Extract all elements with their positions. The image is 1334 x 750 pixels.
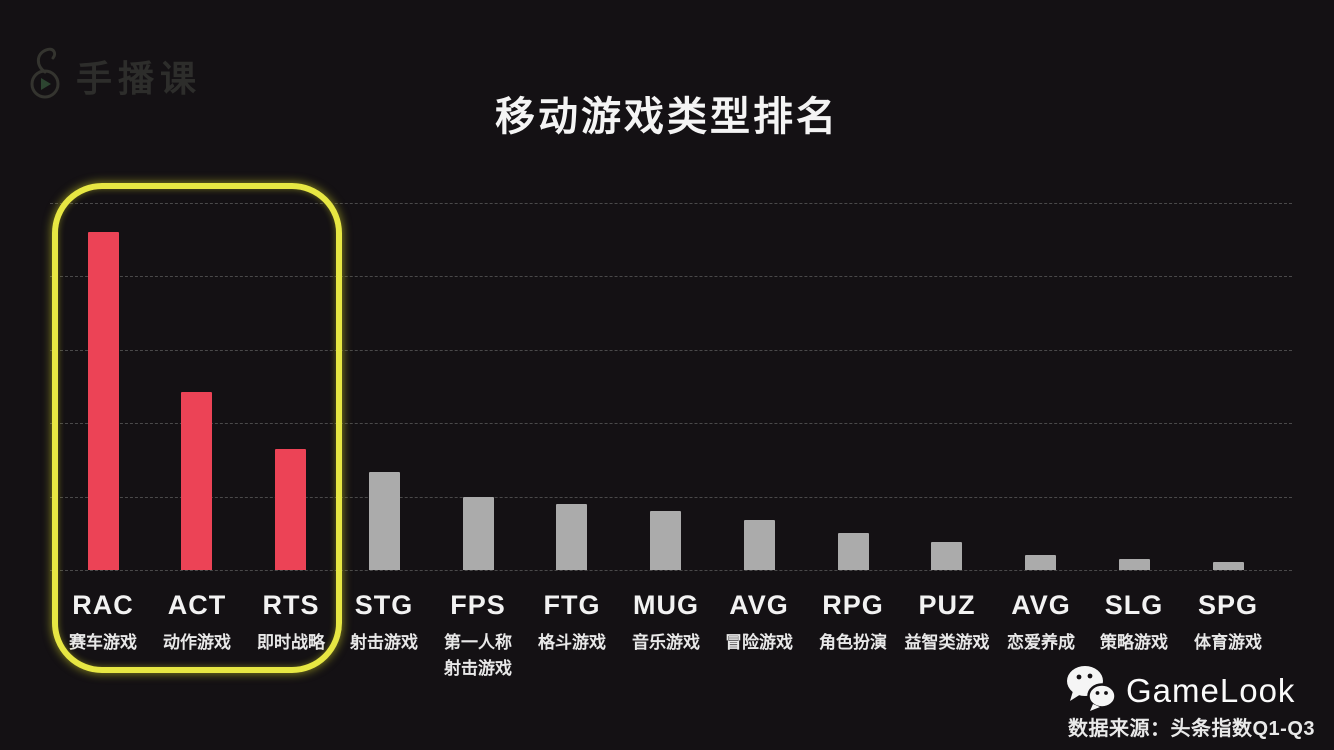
category-code-label: STG [354,590,414,620]
bar-rpg-8 [838,533,869,570]
category-code-label: RAC [72,590,134,620]
category-cn-label: 冒险游戏 [725,633,793,652]
bar-mug-6 [650,511,681,570]
category-cn-label: 益智类游戏 [904,633,990,652]
category-code-label: AVG [729,590,789,620]
category-code-label: ACT [167,590,227,620]
category-cn-label: 即时战略 [257,633,325,652]
category-cn-label: 第一人称 射击游戏 [444,633,512,678]
category-cn-label: 策略游戏 [1100,633,1168,652]
bar-ftg-5 [556,504,587,570]
bar-rac-0 [88,232,119,570]
category-cn-label: 音乐游戏 [632,633,700,652]
bar-slg-11 [1119,559,1150,570]
gridline [50,570,1292,571]
watermark: 手播课 [26,44,202,107]
category-code-label: PUZ [918,590,976,620]
watermark-label: 手播课 [76,57,203,99]
category-code-label: RPG [822,590,884,620]
bar-fps-4 [463,497,494,570]
bar-avg-7 [744,520,775,570]
gridline [50,423,1292,425]
category-code-label: RTS [262,590,320,620]
bar-spg-12 [1213,562,1244,570]
bar-puz-9 [931,542,962,570]
note-play-icon [26,44,66,107]
bar-stg-3 [369,472,400,570]
data-source-label: 数据来源：头条指数Q1-Q3 [1068,718,1316,740]
category-code-label: AVG [1011,590,1071,620]
category-code-label: SLG [1104,590,1164,620]
category-code-label: FPS [450,590,506,620]
bar-act-1 [181,392,212,570]
brand-footer: GameLook [1064,664,1295,717]
category-code-label: MUG [633,590,699,620]
category-cn-label: 体育游戏 [1194,633,1262,652]
category-cn-label: 恋爱养成 [1007,633,1075,652]
category-cn-label: 射击游戏 [350,633,418,652]
wechat-icon [1064,664,1118,717]
category-code-label: FTG [543,590,601,620]
category-cn-label: 格斗游戏 [538,633,606,652]
page-title: 移动游戏类型排名 [495,95,839,139]
category-cn-label: 角色扮演 [819,633,887,652]
gridline [50,496,1292,498]
category-cn-label: 赛车游戏 [69,633,137,652]
bar-avg-10 [1025,555,1056,570]
category-code-label: SPG [1197,590,1259,620]
brand-name: GameLook [1126,671,1296,709]
category-cn-label: 动作游戏 [163,633,231,652]
gridline [50,203,1292,204]
gridline [50,276,1292,278]
gridline [50,349,1292,351]
bar-rts-2 [275,449,306,570]
